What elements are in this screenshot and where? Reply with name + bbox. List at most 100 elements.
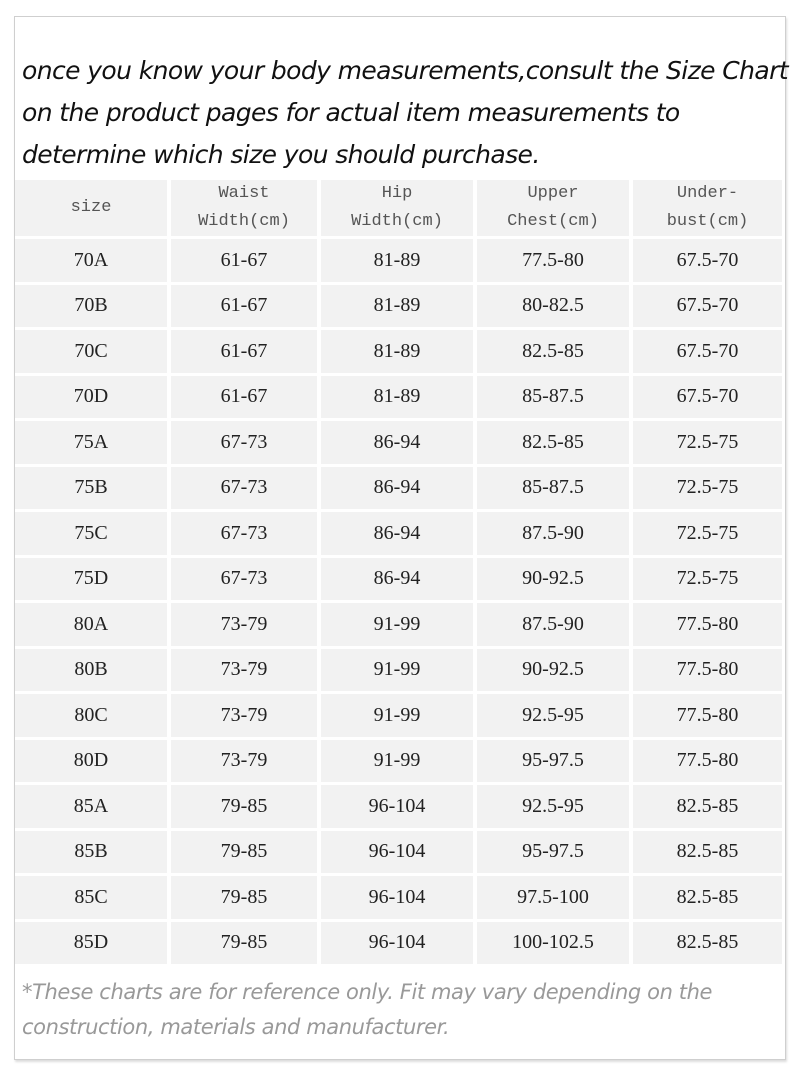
table-row: 70D 61-67 81-89 85-87.5 67.5-70 [15, 375, 782, 418]
measurement-cell: 97.5-100 [477, 876, 629, 919]
measurement-cell: 67.5-70 [633, 284, 782, 327]
measurement-cell: 61-67 [171, 375, 317, 418]
size-cell: 85B [15, 830, 167, 873]
measurement-cell: 61-67 [171, 330, 317, 373]
table-row: 80B 73-79 91-99 90-92.5 77.5-80 [15, 648, 782, 691]
measurement-cell: 77.5-80 [633, 603, 782, 646]
column-header-line: Chest(cm) [507, 212, 599, 231]
table-row: 80A 73-79 91-99 87.5-90 77.5-80 [15, 603, 782, 646]
column-header: Upper Chest(cm) [477, 180, 629, 236]
measurement-cell: 82.5-85 [633, 921, 782, 964]
measurement-cell: 96-104 [321, 921, 473, 964]
note-line: *These charts are for reference only. Fi… [22, 980, 713, 1004]
table-row: 80D 73-79 91-99 95-97.5 77.5-80 [15, 739, 782, 782]
table-row: 75C 67-73 86-94 87.5-90 72.5-75 [15, 512, 782, 555]
measurement-cell: 61-67 [171, 284, 317, 327]
measurement-cell: 79-85 [171, 785, 317, 828]
measurement-cell: 77.5-80 [633, 694, 782, 737]
measurement-cell: 87.5-90 [477, 512, 629, 555]
size-cell: 80A [15, 603, 167, 646]
measurement-cell: 85-87.5 [477, 466, 629, 509]
column-header-line: Hip [381, 184, 413, 203]
size-cell: 70D [15, 375, 167, 418]
column-header: Hip Width(cm) [321, 180, 473, 236]
column-header-line: Upper [527, 184, 579, 203]
table-row: 75B 67-73 86-94 85-87.5 72.5-75 [15, 466, 782, 509]
column-header: Waist Width(cm) [171, 180, 317, 236]
measurement-cell: 73-79 [171, 603, 317, 646]
size-cell: 70C [15, 330, 167, 373]
measurement-cell: 67-73 [171, 466, 317, 509]
measurement-cell: 92.5-95 [477, 694, 629, 737]
measurement-cell: 86-94 [321, 512, 473, 555]
size-cell: 85D [15, 921, 167, 964]
measurement-cell: 86-94 [321, 466, 473, 509]
measurement-cell: 91-99 [321, 603, 473, 646]
measurement-cell: 85-87.5 [477, 375, 629, 418]
measurement-cell: 96-104 [321, 876, 473, 919]
measurement-cell: 73-79 [171, 694, 317, 737]
size-cell: 85C [15, 876, 167, 919]
measurement-cell: 72.5-75 [633, 421, 782, 464]
measurement-cell: 61-67 [171, 239, 317, 282]
measurement-cell: 73-79 [171, 739, 317, 782]
measurement-cell: 79-85 [171, 830, 317, 873]
measurement-cell: 87.5-90 [477, 603, 629, 646]
size-cell: 70A [15, 239, 167, 282]
column-header-line: Width(cm) [198, 212, 290, 231]
measurement-cell: 81-89 [321, 375, 473, 418]
measurement-cell: 73-79 [171, 648, 317, 691]
column-header: Under-bust(cm) [633, 180, 782, 236]
table-row: 70A 61-67 81-89 77.5-80 67.5-70 [15, 239, 782, 282]
size-cell: 75A [15, 421, 167, 464]
table-row: 70C 61-67 81-89 82.5-85 67.5-70 [15, 330, 782, 373]
intro-line: determine which size you should purchase… [22, 140, 540, 169]
size-cell: 80D [15, 739, 167, 782]
size-cell: 85A [15, 785, 167, 828]
column-header-line: Width(cm) [351, 212, 443, 231]
measurement-cell: 91-99 [321, 648, 473, 691]
size-cell: 80B [15, 648, 167, 691]
measurement-cell: 82.5-85 [477, 330, 629, 373]
measurement-cell: 95-97.5 [477, 739, 629, 782]
measurement-cell: 67-73 [171, 421, 317, 464]
table-row: 75A 67-73 86-94 82.5-85 72.5-75 [15, 421, 782, 464]
measurement-cell: 82.5-85 [633, 830, 782, 873]
table-row: 85B 79-85 96-104 95-97.5 82.5-85 [15, 830, 782, 873]
measurement-cell: 81-89 [321, 239, 473, 282]
measurement-cell: 77.5-80 [477, 239, 629, 282]
table-row: 85C 79-85 96-104 97.5-100 82.5-85 [15, 876, 782, 919]
column-header-line: size [70, 198, 112, 217]
measurement-cell: 67.5-70 [633, 330, 782, 373]
size-cell: 75C [15, 512, 167, 555]
size-cell: 75D [15, 557, 167, 600]
table-row: 80C 73-79 91-99 92.5-95 77.5-80 [15, 694, 782, 737]
disclaimer-note: *These charts are for reference only. Fi… [22, 975, 712, 1045]
table-row: 85D 79-85 96-104 100-102.5 82.5-85 [15, 921, 782, 964]
measurement-cell: 67.5-70 [633, 375, 782, 418]
measurement-cell: 90-92.5 [477, 557, 629, 600]
measurement-cell: 82.5-85 [633, 876, 782, 919]
measurement-cell: 96-104 [321, 785, 473, 828]
measurement-cell: 77.5-80 [633, 739, 782, 782]
note-line: construction, materials and manufacturer… [22, 1015, 450, 1039]
measurement-cell: 67-73 [171, 557, 317, 600]
size-table: size Waist Width(cm) Hip Width(cm) Upper Chest… [11, 177, 786, 967]
measurement-cell: 79-85 [171, 876, 317, 919]
size-cell: 80C [15, 694, 167, 737]
measurement-cell: 86-94 [321, 557, 473, 600]
measurement-cell: 79-85 [171, 921, 317, 964]
size-cell: 75B [15, 466, 167, 509]
measurement-cell: 81-89 [321, 284, 473, 327]
measurement-cell: 91-99 [321, 694, 473, 737]
measurement-cell: 72.5-75 [633, 512, 782, 555]
measurement-cell: 77.5-80 [633, 648, 782, 691]
table-row: 70B 61-67 81-89 80-82.5 67.5-70 [15, 284, 782, 327]
measurement-cell: 80-82.5 [477, 284, 629, 327]
measurement-cell: 100-102.5 [477, 921, 629, 964]
measurement-cell: 95-97.5 [477, 830, 629, 873]
intro-line: on the product pages for actual item mea… [22, 98, 680, 127]
measurement-cell: 67-73 [171, 512, 317, 555]
measurement-cell: 86-94 [321, 421, 473, 464]
column-header-line: bust(cm) [666, 212, 749, 231]
